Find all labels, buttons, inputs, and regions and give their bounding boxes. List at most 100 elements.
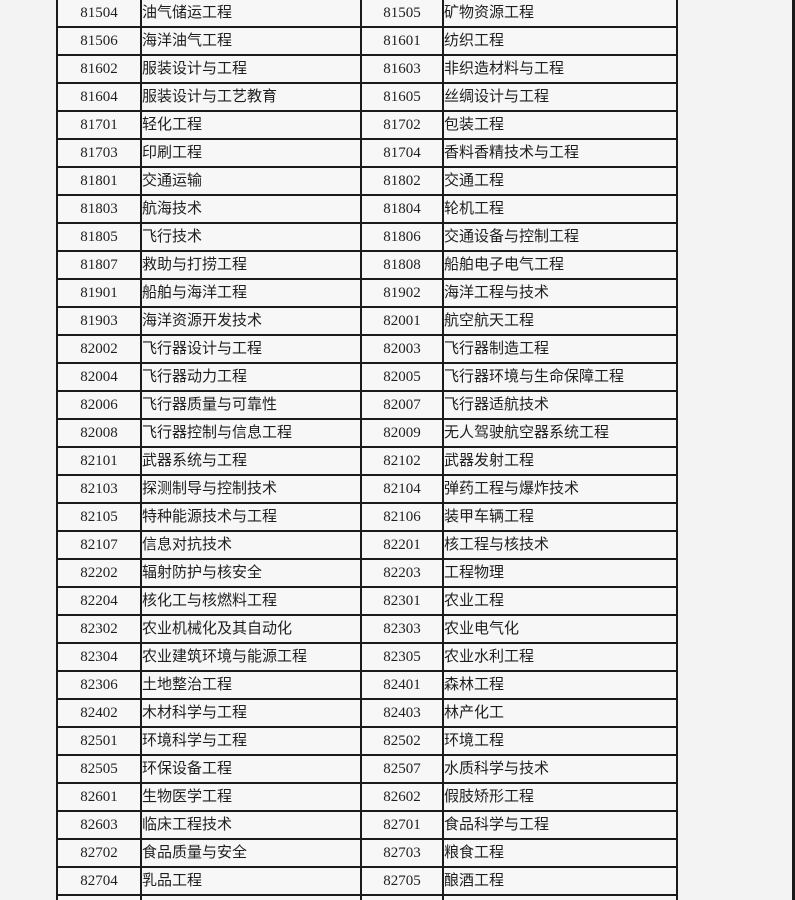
major-code-cell: 82107	[56, 530, 142, 560]
major-code-table: 81504 油气储运工程 81505 矿物资源工程 81506 海洋油气工程 81601 纺织…	[56, 0, 678, 900]
major-name-cell: 海洋工程与技术	[442, 278, 678, 308]
major-name-cell: 飞行技术	[140, 222, 362, 252]
table-row: 81803 航海技术 81804 轮机工程	[56, 194, 678, 224]
major-name-cell: 环保设备工程	[140, 754, 362, 784]
table-row: 81901 船舶与海洋工程 81902 海洋工程与技术	[56, 278, 678, 308]
table-row: 82202 辐射防护与核安全 82203 工程物理	[56, 558, 678, 588]
major-name-cell: 森林工程	[442, 670, 678, 700]
major-code-cell: 82402	[56, 698, 142, 728]
major-code-cell: 82704	[56, 866, 142, 896]
major-name-cell: 轮机工程	[442, 194, 678, 224]
table-row: 81506 海洋油气工程 81601 纺织工程	[56, 26, 678, 56]
major-code-cell: 82301	[360, 586, 444, 616]
table-row: 82601 生物医学工程 82602 假肢矫形工程	[56, 782, 678, 812]
major-code-cell: 82306	[56, 670, 142, 700]
major-code-cell: 81504	[56, 0, 142, 28]
major-name-cell: 土地整治工程	[140, 670, 362, 700]
major-code-cell: 82601	[56, 782, 142, 812]
major-code-cell: 82401	[360, 670, 444, 700]
major-code-cell: 82302	[56, 614, 142, 644]
major-code-cell: 82603	[56, 810, 142, 840]
table-row: 82008 飞行器控制与信息工程 82009 无人驾驶航空器系统工程	[56, 418, 678, 448]
major-name-cell: 特种能源技术与工程	[140, 502, 362, 532]
table-row: 81602 服装设计与工程 81603 非织造材料与工程	[56, 54, 678, 84]
major-name-cell: 服装设计与工艺教育	[140, 82, 362, 112]
major-name-cell: 武器发射工程	[442, 446, 678, 476]
major-code-cell: 82703	[360, 838, 444, 868]
major-name-cell: 飞行器设计与工程	[140, 334, 362, 364]
major-code-cell: 81601	[360, 26, 444, 56]
major-code-cell: 82004	[56, 362, 142, 392]
major-code-cell: 82403	[360, 698, 444, 728]
major-code-cell: 82002	[56, 334, 142, 364]
major-code-cell: 82507	[360, 754, 444, 784]
table-row: 82105 特种能源技术与工程 82106 装甲车辆工程	[56, 502, 678, 532]
major-name-cell: 农业建筑环境与能源工程	[140, 642, 362, 672]
major-name-cell: 探测制导与控制技术	[140, 474, 362, 504]
major-code-cell: 81902	[360, 278, 444, 308]
table-row-partial	[56, 894, 678, 900]
major-code-cell: 82505	[56, 754, 142, 784]
major-name-cell: 船舶与海洋工程	[140, 278, 362, 308]
major-name-cell: 水质科学与技术	[442, 754, 678, 784]
major-code-cell: 81602	[56, 54, 142, 84]
table-row: 81703 印刷工程 81704 香料香精技术与工程	[56, 138, 678, 168]
table-row: 82702 食品质量与安全 82703 粮食工程	[56, 838, 678, 868]
major-name-cell: 印刷工程	[140, 138, 362, 168]
major-name-cell: 油气储运工程	[140, 0, 362, 28]
major-code-cell: 82101	[56, 446, 142, 476]
major-name-cell: 船舶电子电气工程	[442, 250, 678, 280]
major-name-cell: 航空航天工程	[442, 306, 678, 336]
major-name-cell: 香料香精技术与工程	[442, 138, 678, 168]
major-name-cell: 无人驾驶航空器系统工程	[442, 418, 678, 448]
table-row: 82304 农业建筑环境与能源工程 82305 农业水利工程	[56, 642, 678, 672]
major-code-cell: 81701	[56, 110, 142, 140]
major-code-cell: 82204	[56, 586, 142, 616]
major-code-cell: 81505	[360, 0, 444, 28]
major-code-cell: 81805	[56, 222, 142, 252]
major-code-cell: 81806	[360, 222, 444, 252]
major-name-cell: 矿物资源工程	[442, 0, 678, 28]
major-name-cell: 农业电气化	[442, 614, 678, 644]
major-code-cell: 82005	[360, 362, 444, 392]
major-code-cell: 81603	[360, 54, 444, 84]
major-name-cell: 农业机械化及其自动化	[140, 614, 362, 644]
table-row: 82603 临床工程技术 82701 食品科学与工程	[56, 810, 678, 840]
major-code-cell: 81801	[56, 166, 142, 196]
table-row: 81807 救助与打捞工程 81808 船舶电子电气工程	[56, 250, 678, 280]
table-row: 82306 土地整治工程 82401 森林工程	[56, 670, 678, 700]
major-code-cell: 82009	[360, 418, 444, 448]
table-row: 82107 信息对抗技术 82201 核工程与核技术	[56, 530, 678, 560]
major-code-cell: 82104	[360, 474, 444, 504]
major-name-cell: 酿酒工程	[442, 866, 678, 896]
major-name-cell: 乳品工程	[140, 866, 362, 896]
table-row: 81701 轻化工程 81702 包装工程	[56, 110, 678, 140]
major-name-cell: 工程物理	[442, 558, 678, 588]
major-code-cell: 82001	[360, 306, 444, 336]
major-name-cell: 生物医学工程	[140, 782, 362, 812]
major-name-cell: 服装设计与工程	[140, 54, 362, 84]
major-name-cell: 核工程与核技术	[442, 530, 678, 560]
major-code-cell: 82008	[56, 418, 142, 448]
major-name-cell: 农业水利工程	[442, 642, 678, 672]
major-code-cell: 82702	[56, 838, 142, 868]
major-name-cell: 救助与打捞工程	[140, 250, 362, 280]
major-name-cell: 纺织工程	[442, 26, 678, 56]
major-name-cell: 海洋资源开发技术	[140, 306, 362, 336]
major-code-cell: 81803	[56, 194, 142, 224]
major-name-cell: 食品科学与工程	[442, 810, 678, 840]
major-code-cell: 81807	[56, 250, 142, 280]
major-code-cell: 81506	[56, 26, 142, 56]
major-code-cell: 82305	[360, 642, 444, 672]
major-name-cell	[140, 894, 362, 900]
major-name-cell: 食品质量与安全	[140, 838, 362, 868]
major-code-cell: 82106	[360, 502, 444, 532]
major-name-cell: 航海技术	[140, 194, 362, 224]
table-row: 82501 环境科学与工程 82502 环境工程	[56, 726, 678, 756]
major-code-cell: 81808	[360, 250, 444, 280]
major-code-cell: 81604	[56, 82, 142, 112]
major-name-cell: 飞行器制造工程	[442, 334, 678, 364]
major-name-cell	[442, 894, 678, 900]
major-code-cell: 82007	[360, 390, 444, 420]
